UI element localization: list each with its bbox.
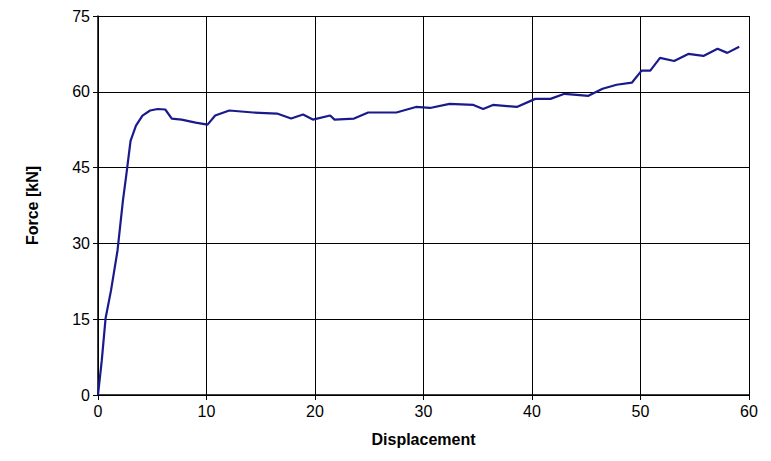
svg-text:45: 45: [72, 159, 90, 176]
svg-text:15: 15: [72, 311, 90, 328]
svg-text:75: 75: [72, 8, 90, 25]
svg-text:40: 40: [523, 403, 541, 420]
svg-text:10: 10: [198, 403, 216, 420]
svg-text:60: 60: [740, 403, 758, 420]
svg-text:30: 30: [415, 403, 433, 420]
svg-text:Displacement: Displacement: [371, 431, 476, 448]
svg-text:0: 0: [94, 403, 103, 420]
svg-text:30: 30: [72, 235, 90, 252]
svg-text:60: 60: [72, 83, 90, 100]
svg-text:0: 0: [81, 387, 90, 404]
svg-text:20: 20: [306, 403, 324, 420]
svg-text:50: 50: [632, 403, 650, 420]
svg-text:Force [kN]: Force [kN]: [24, 166, 41, 245]
